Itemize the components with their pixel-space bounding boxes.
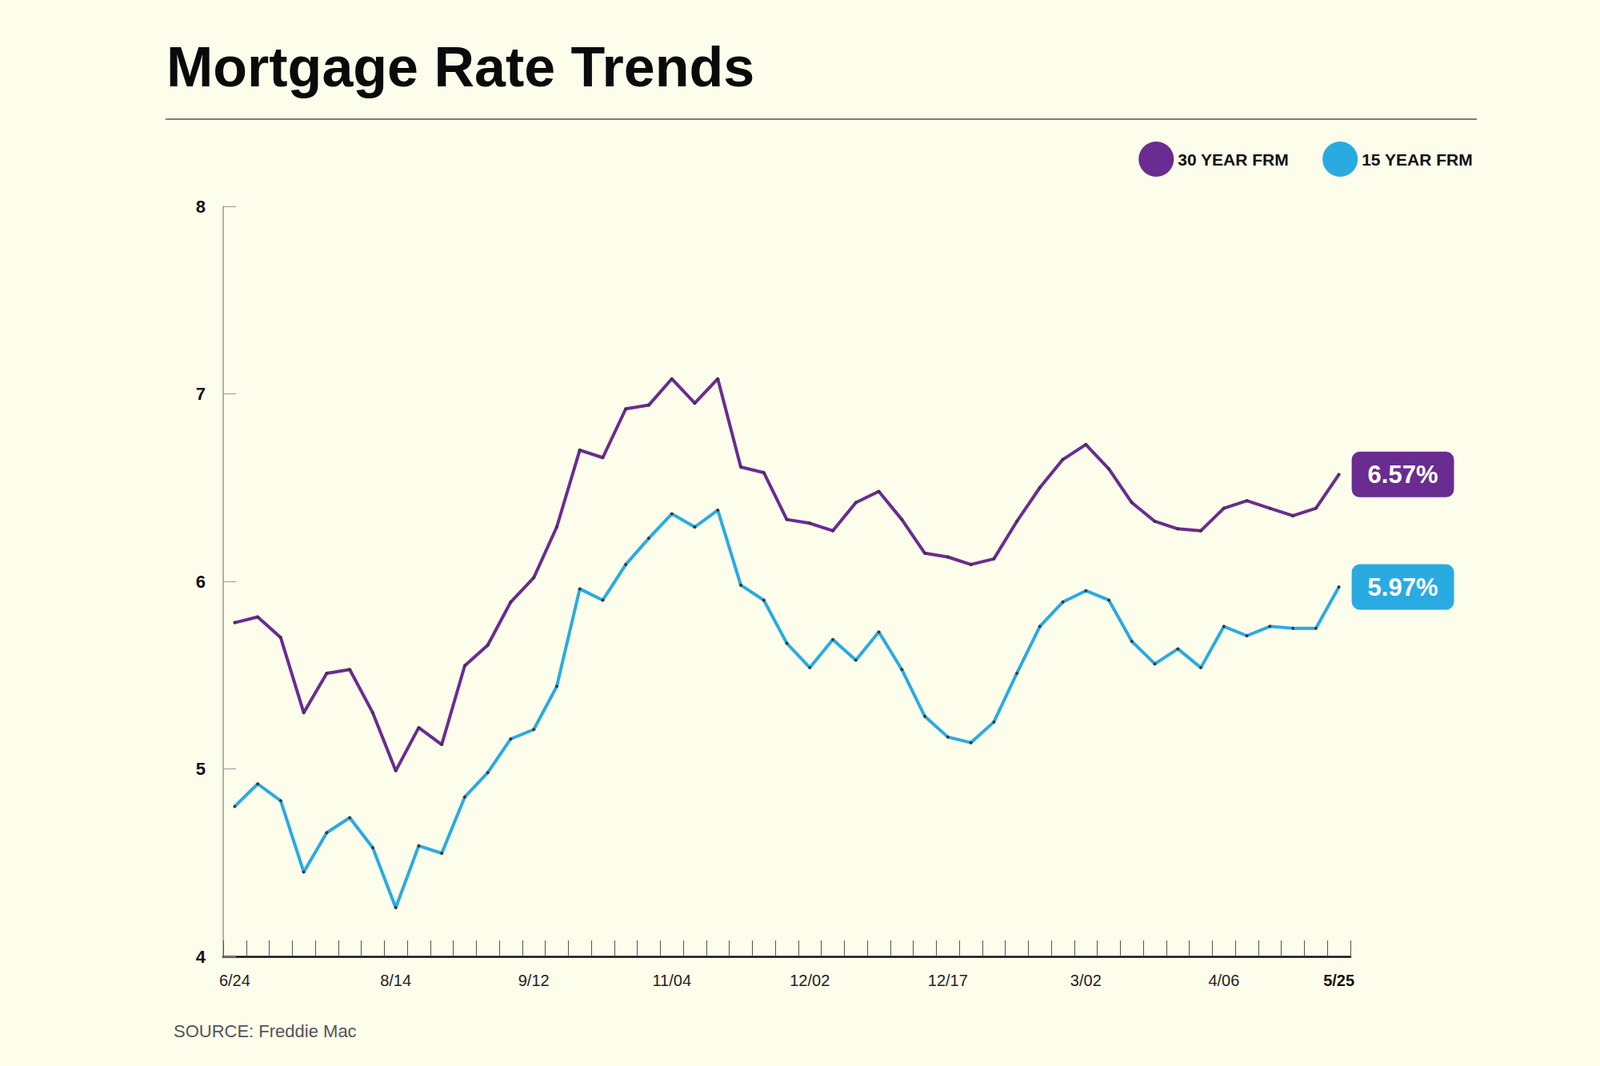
svg-text:6: 6	[196, 572, 206, 592]
svg-text:12/17: 12/17	[928, 972, 968, 990]
svg-text:8: 8	[196, 196, 206, 217]
svg-text:Mortgage Rate Trends: Mortgage Rate Trends	[166, 36, 755, 99]
svg-text:8/14: 8/14	[380, 972, 412, 990]
svg-text:6/24: 6/24	[219, 972, 251, 990]
svg-text:4/06: 4/06	[1208, 972, 1240, 990]
svg-text:12/02: 12/02	[789, 972, 830, 990]
svg-text:7: 7	[196, 384, 206, 404]
svg-text:9/12: 9/12	[518, 972, 550, 990]
svg-text:5: 5	[196, 759, 206, 780]
svg-text:4: 4	[196, 947, 207, 968]
svg-text:30 YEAR FRM: 30 YEAR FRM	[1177, 150, 1288, 169]
svg-text:11/04: 11/04	[652, 972, 692, 990]
svg-text:5.97%: 5.97%	[1368, 573, 1439, 602]
svg-text:SOURCE: Freddie Mac: SOURCE: Freddie Mac	[173, 1021, 357, 1042]
svg-text:3/02: 3/02	[1070, 972, 1102, 990]
svg-text:5/25: 5/25	[1323, 972, 1355, 990]
svg-text:6.57%: 6.57%	[1368, 460, 1439, 489]
svg-text:15 YEAR FRM: 15 YEAR FRM	[1361, 150, 1472, 169]
